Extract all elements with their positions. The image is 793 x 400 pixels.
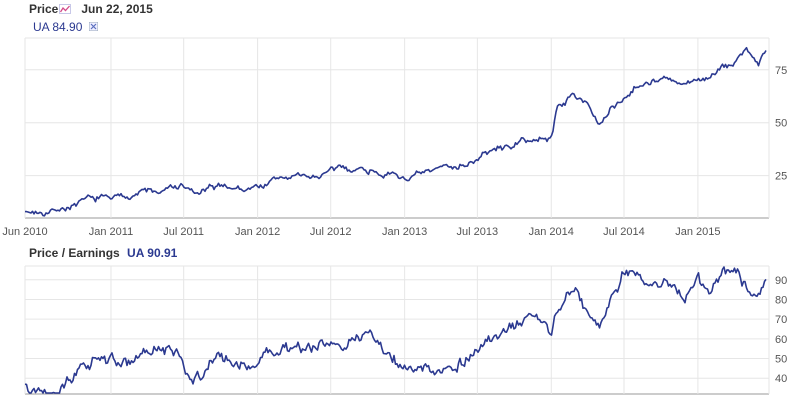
pe-header: Price / Earnings UA 90.91: [29, 246, 177, 260]
date-label: Jun 22, 2015: [81, 2, 153, 16]
y-tick-label: 25: [775, 171, 787, 183]
x-tick-label: Jul 2011: [163, 226, 204, 238]
x-tick-label: Jan 2012: [235, 226, 280, 238]
x-tick-label: Jul 2014: [603, 226, 645, 238]
x-tick-label: Jun 2010: [2, 226, 47, 238]
y-tick-label: 75: [775, 65, 787, 77]
price-chart: 25 50 75 Jun 2010 Jan 2011 Jul 2011 Jan 2012 Ju…: [2, 37, 787, 238]
y-tick-label: 70: [775, 314, 787, 326]
price-label: Price: [29, 2, 59, 16]
ticker-value: UA 84.90: [33, 20, 83, 34]
x-tick-label: Jul 2013: [457, 226, 499, 238]
x-tick-label: Jan 2011: [89, 226, 133, 238]
pe-label: Price / Earnings: [29, 246, 120, 260]
y-tick-label: 60: [775, 334, 787, 346]
y-tick-label: 90: [775, 275, 787, 287]
y-tick-label: 50: [775, 118, 787, 130]
y-tick-label: 50: [775, 354, 787, 366]
x-tick-label: Jul 2012: [310, 226, 352, 238]
x-tick-label: Jan 2013: [382, 226, 427, 238]
y-tick-label: 80: [775, 294, 787, 306]
x-tick-label: Jan 2014: [529, 226, 574, 238]
y-tick-label: 40: [775, 373, 787, 385]
price-header: Price Jun 22, 2015: [29, 2, 153, 16]
series-line: [24, 266, 767, 394]
pe-value: UA 90.91: [127, 246, 178, 260]
x-tick-label: Jan 2015: [675, 226, 720, 238]
line-chart-icon[interactable]: [59, 4, 72, 14]
series-line: [25, 46, 767, 217]
